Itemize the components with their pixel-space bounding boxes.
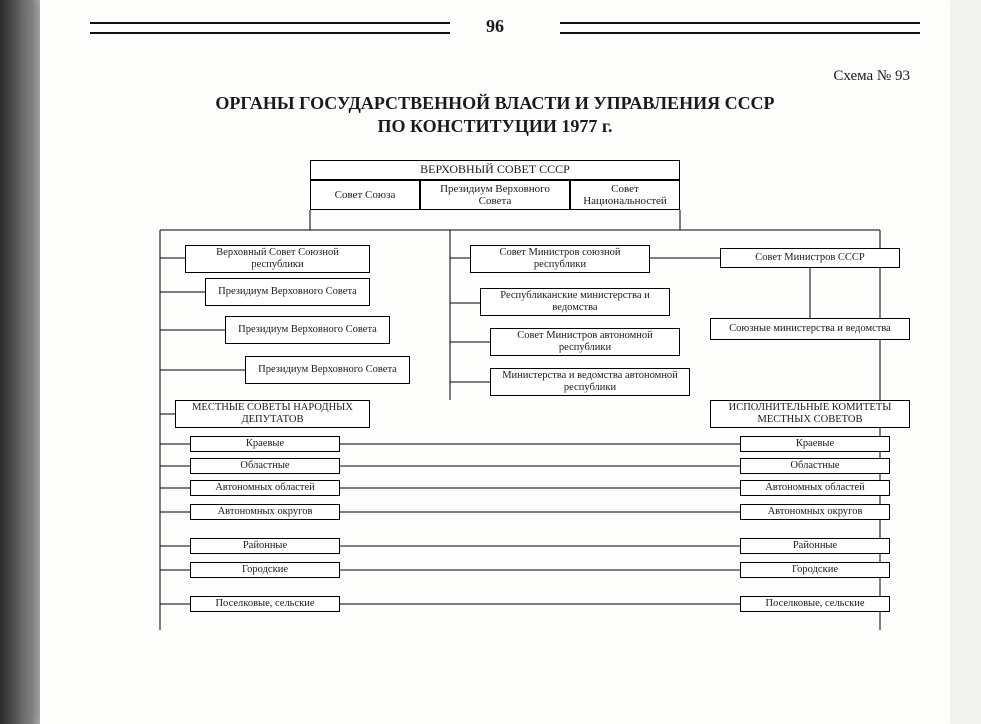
level-left-3: Автономных округов — [190, 504, 340, 520]
connectors — [40, 0, 950, 724]
node-presidium-1: Президиум Верховного Совета — [205, 278, 370, 306]
node-sovmin-union-rep: Совет Министров союзной республики — [470, 245, 650, 273]
node-sovmin-autonomous: Совет Министров автономной республики — [490, 328, 680, 356]
level-right-3: Автономных округов — [740, 504, 890, 520]
level-left-1: Областные — [190, 458, 340, 474]
level-right-1: Областные — [740, 458, 890, 474]
node-union-ministries: Союзные министерства и ведомства — [710, 318, 910, 340]
node-rep-ministries: Республиканские министерства и ведомства — [480, 288, 670, 316]
level-left-2: Автономных областей — [190, 480, 340, 496]
node-supreme-soviet: ВЕРХОВНЫЙ СОВЕТ СССР — [310, 160, 680, 180]
level-left-5: Городские — [190, 562, 340, 578]
level-left-6: Поселковые, сельские — [190, 596, 340, 612]
book-spine — [0, 0, 40, 724]
level-left-4: Районные — [190, 538, 340, 554]
level-right-2: Автономных областей — [740, 480, 890, 496]
node-supreme-union-republic: Верховный Совет Союзной республики — [185, 245, 370, 273]
level-right-0: Краевые — [740, 436, 890, 452]
level-right-6: Поселковые, сельские — [740, 596, 890, 612]
level-left-0: Краевые — [190, 436, 340, 452]
node-soviet-nationalities: Совет Национальностей — [570, 180, 680, 210]
node-local-soviets-header: МЕСТНЫЕ СОВЕТЫ НАРОДНЫХ ДЕПУТАТОВ — [175, 400, 370, 428]
level-right-5: Городские — [740, 562, 890, 578]
node-executive-committees-header: ИСПОЛНИТЕЛЬНЫЕ КОМИТЕТЫ МЕСТНЫХ СОВЕТОВ — [710, 400, 910, 428]
node-sovmin-ussr: Совет Министров СССР — [720, 248, 900, 268]
org-chart: ВЕРХОВНЫЙ СОВЕТ СССР Совет Союза Президи… — [40, 0, 950, 724]
node-presidium-3: Президиум Верховного Совета — [245, 356, 410, 384]
level-right-4: Районные — [740, 538, 890, 554]
page: 96 Схема № 93 ОРГАНЫ ГОСУДАРСТВЕННОЙ ВЛА… — [40, 0, 950, 724]
node-soviet-union: Совет Союза — [310, 180, 420, 210]
node-presidium-supreme: Президиум Верховного Совета — [420, 180, 570, 210]
node-presidium-2: Президиум Верховного Совета — [225, 316, 390, 344]
node-autonomous-ministries: Министерства и ведомства автономной респ… — [490, 368, 690, 396]
